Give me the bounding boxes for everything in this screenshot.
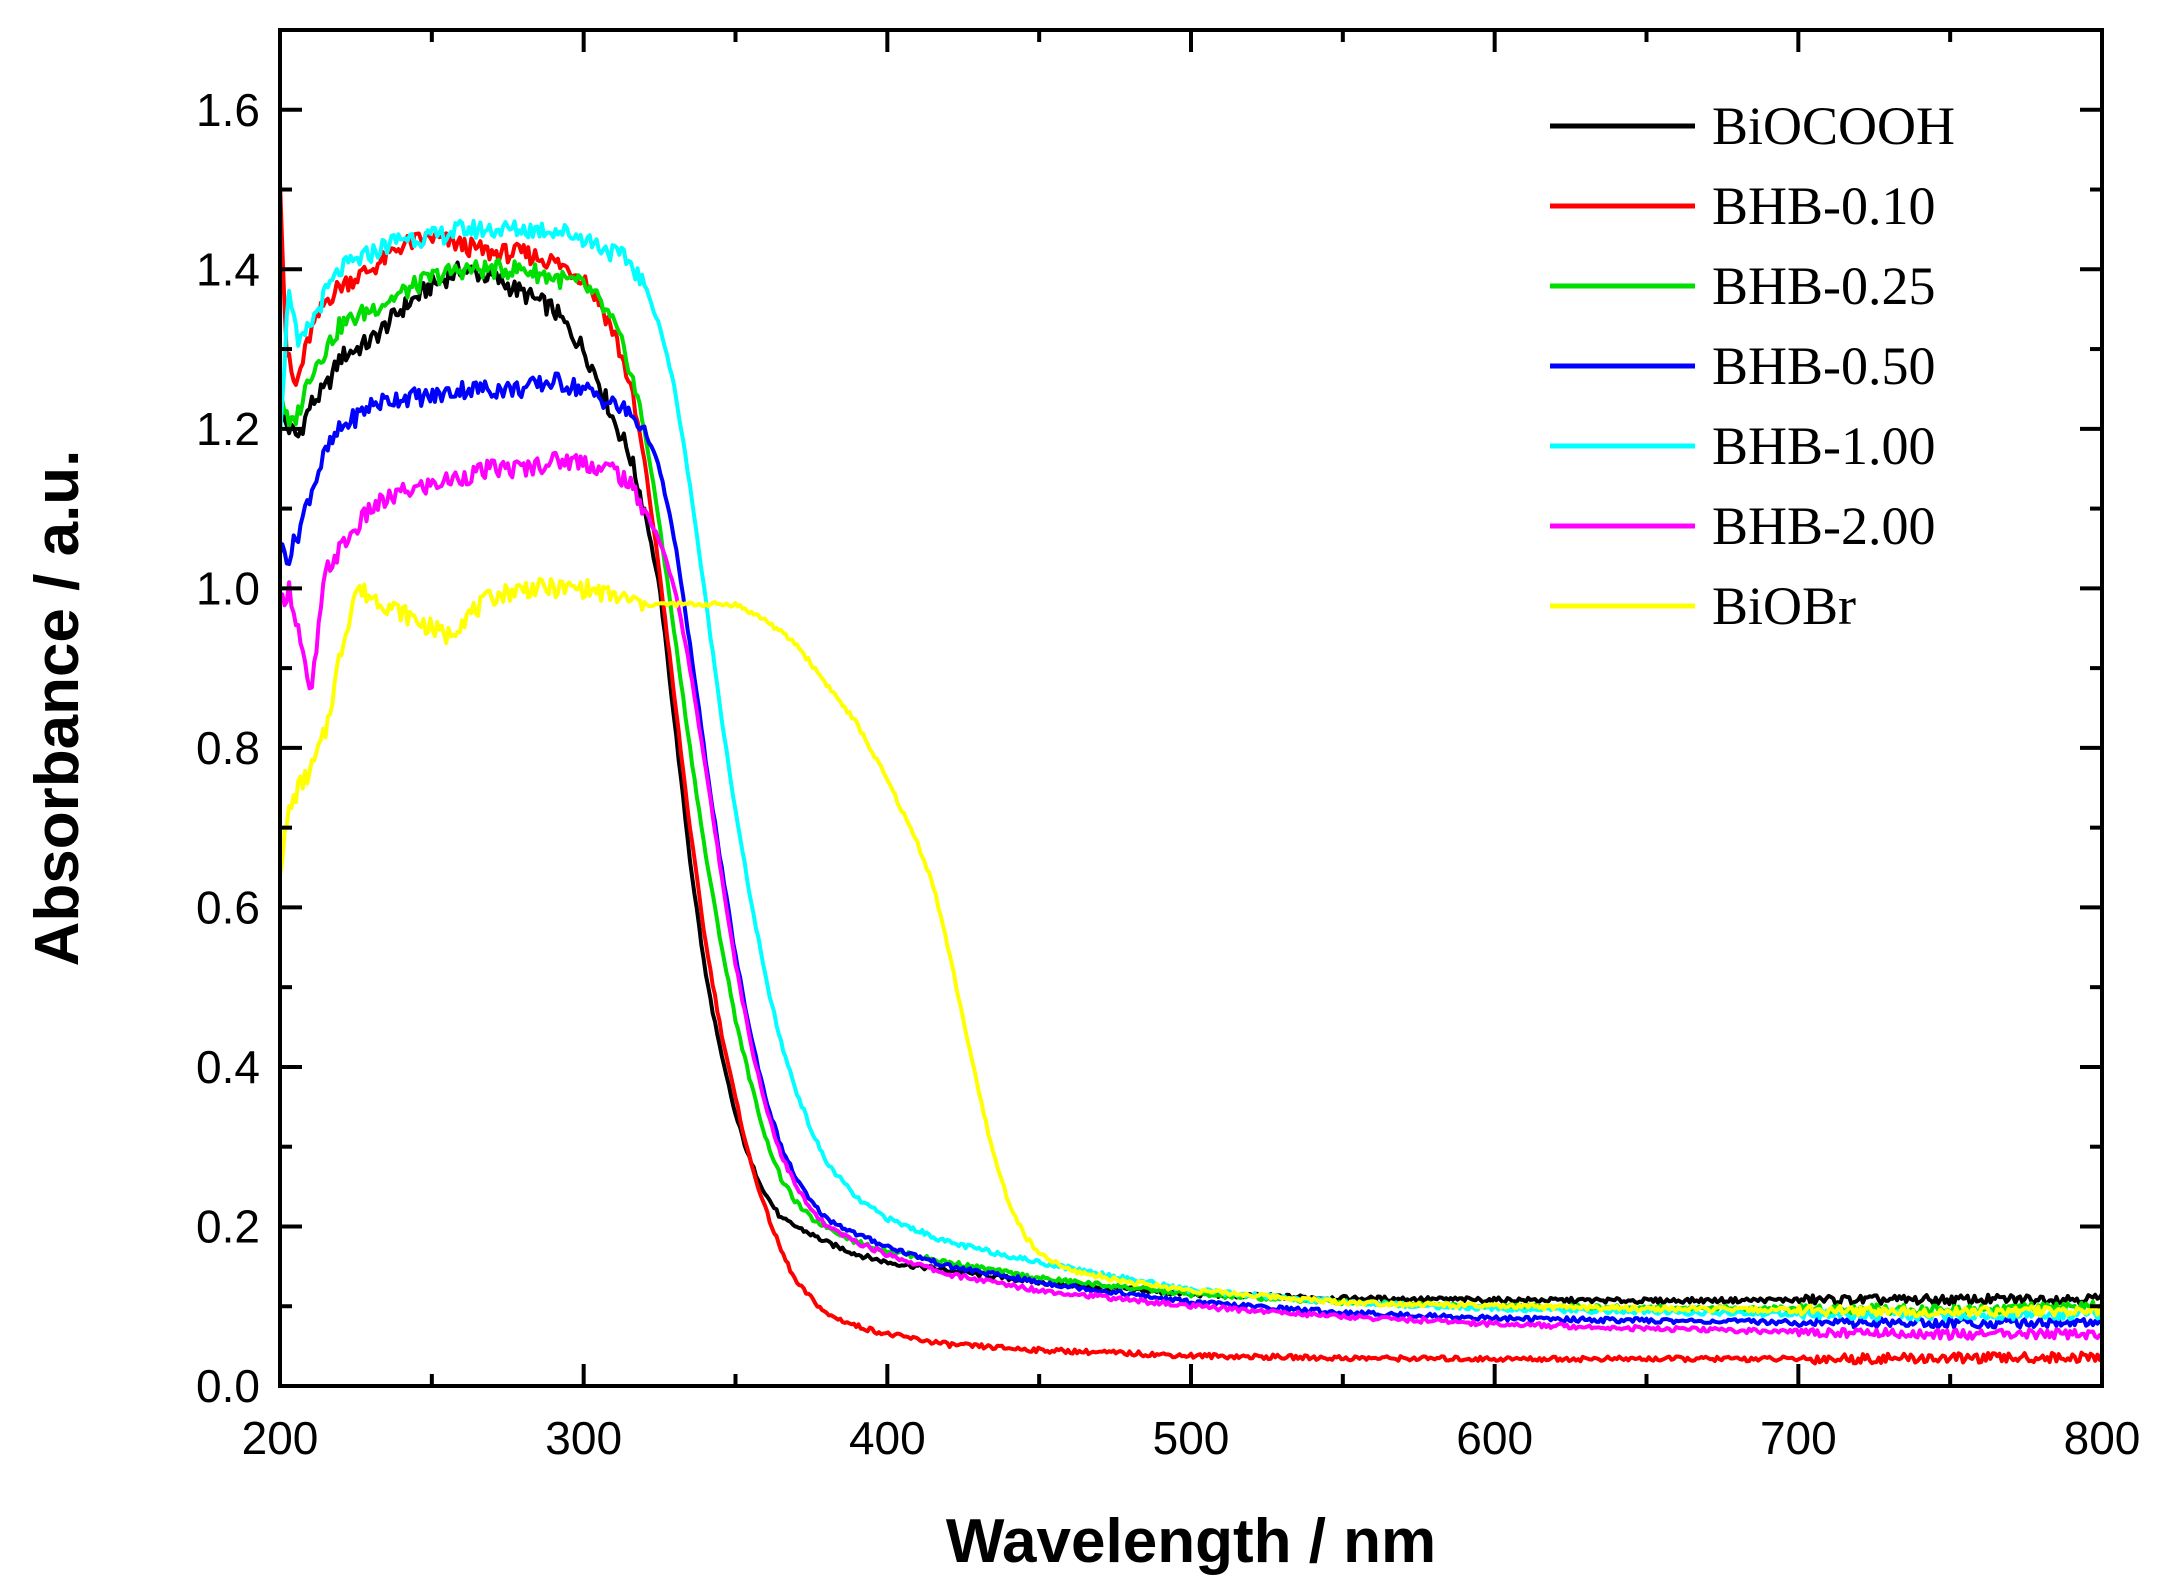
x-tick-label: 700 — [1760, 1412, 1837, 1464]
x-tick-label: 600 — [1456, 1412, 1533, 1464]
legend-label: BHB-0.50 — [1712, 336, 1936, 396]
y-tick-label: 0.2 — [196, 1200, 260, 1252]
axis-ticks: 200 300 400 500 600 700 800 0.0 0.2 0.4 0.6 0.8 1.0 1… — [196, 30, 2140, 1464]
y-tick-label: 0.4 — [196, 1041, 260, 1093]
series-line-biobr — [280, 576, 2102, 1319]
x-tick-label: 500 — [1153, 1412, 1230, 1464]
x-axis-title: Wavelength / nm — [946, 1507, 1436, 1576]
series-layer — [280, 182, 2102, 1366]
y-tick-label: 0.8 — [196, 722, 260, 774]
series-line-bhb-0-50 — [280, 371, 2102, 1330]
x-tick-label: 800 — [2064, 1412, 2141, 1464]
y-tick-label: 1.4 — [196, 243, 260, 295]
y-tick-label: 0.6 — [196, 881, 260, 933]
legend-label: BHB-0.10 — [1712, 176, 1936, 236]
legend-label: BHB-0.25 — [1712, 256, 1936, 316]
y-tick-label: 1.0 — [196, 562, 260, 614]
y-tick-label: 1.6 — [196, 84, 260, 136]
y-axis-title: Absorbance / a.u. — [23, 450, 92, 967]
x-tick-label: 400 — [849, 1412, 926, 1464]
y-tick-label: 0.0 — [196, 1360, 260, 1412]
x-tick-label: 300 — [545, 1412, 622, 1464]
legend: BiOCOOH BHB-0.10 BHB-0.25 BHB-0.50 BHB-1.00 B… — [1550, 96, 1955, 636]
legend-label: BiOCOOH — [1712, 96, 1955, 156]
x-tick-label: 200 — [242, 1412, 319, 1464]
legend-label: BHB-1.00 — [1712, 416, 1936, 476]
y-tick-label: 1.2 — [196, 403, 260, 455]
legend-label: BHB-2.00 — [1712, 496, 1936, 556]
legend-label: BiOBr — [1712, 576, 1856, 636]
series-line-bhb-2-00 — [280, 450, 2102, 1341]
